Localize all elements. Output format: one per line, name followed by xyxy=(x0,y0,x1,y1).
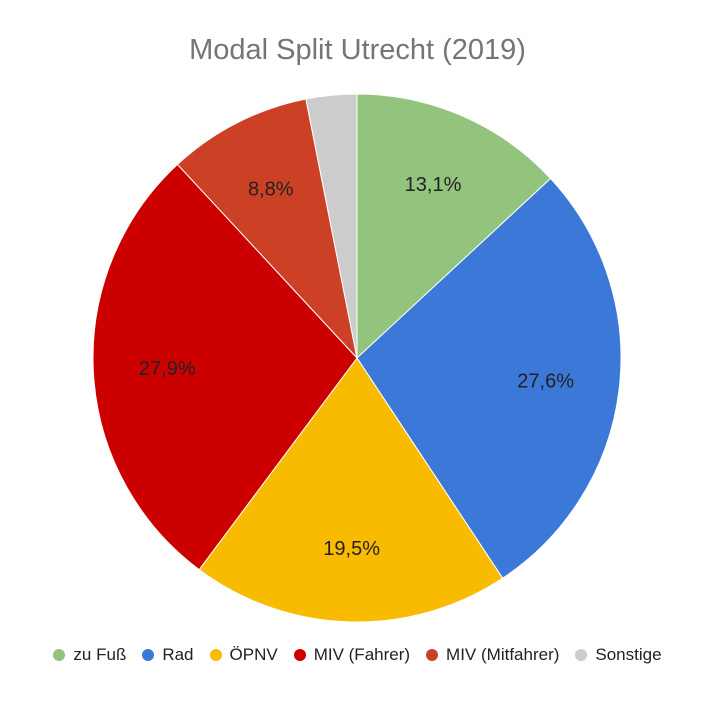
legend-label: MIV (Fahrer) xyxy=(313,645,411,664)
legend-label: ÖPNV xyxy=(229,645,278,664)
legend-swatch xyxy=(293,649,306,661)
pie-slice-rad xyxy=(356,177,622,579)
legend-item-opnv: ÖPNV xyxy=(209,645,278,665)
legend-item-zu-fu: zu Fuß xyxy=(53,645,126,665)
legend-label: Sonstige xyxy=(595,645,662,664)
pie-slice-opnv xyxy=(198,357,504,623)
chart-title: Modal Split Utrecht (2019) xyxy=(189,34,526,66)
legend-swatch xyxy=(53,649,66,661)
slice-value-label-zu-fu: 13,1% xyxy=(405,174,462,196)
pie-plot-area: 13,1% 27,6% 19,5% 27,9% 8,8% xyxy=(92,93,622,623)
pie-slice-sonstige xyxy=(305,93,358,359)
legend-swatch xyxy=(142,649,155,661)
legend-label: Rad xyxy=(162,645,194,664)
legend-swatch xyxy=(575,649,588,661)
legend-label: zu Fuß xyxy=(73,645,127,664)
legend-item-miv-mitfahrer: MIV (Mitfahrer) xyxy=(426,645,559,665)
slice-value-label-opnv: 19,5% xyxy=(323,538,380,560)
pie-slice-miv-mitfahrer xyxy=(176,98,358,360)
legend-item-sonstige: Sonstige xyxy=(575,645,662,665)
pie-slice-miv-fahrer xyxy=(92,163,358,571)
slice-value-label-miv-mitfahrer: 8,8% xyxy=(248,179,294,201)
legend-item-rad: Rad xyxy=(142,645,194,665)
slice-value-label-miv-fahrer: 27,9% xyxy=(139,358,196,380)
pie-slice-zu-fu xyxy=(356,93,552,360)
legend-item-miv-fahrer: MIV (Fahrer) xyxy=(293,645,411,665)
chart-legend: zu Fuß Rad ÖPNV MIV (Fahrer) MIV (Mitfahrer)… xyxy=(0,645,715,665)
legend-swatch xyxy=(426,649,439,661)
legend-label: MIV (Mitfahrer) xyxy=(446,645,560,664)
legend-swatch xyxy=(209,649,222,661)
slice-value-label-rad: 27,6% xyxy=(517,371,574,393)
